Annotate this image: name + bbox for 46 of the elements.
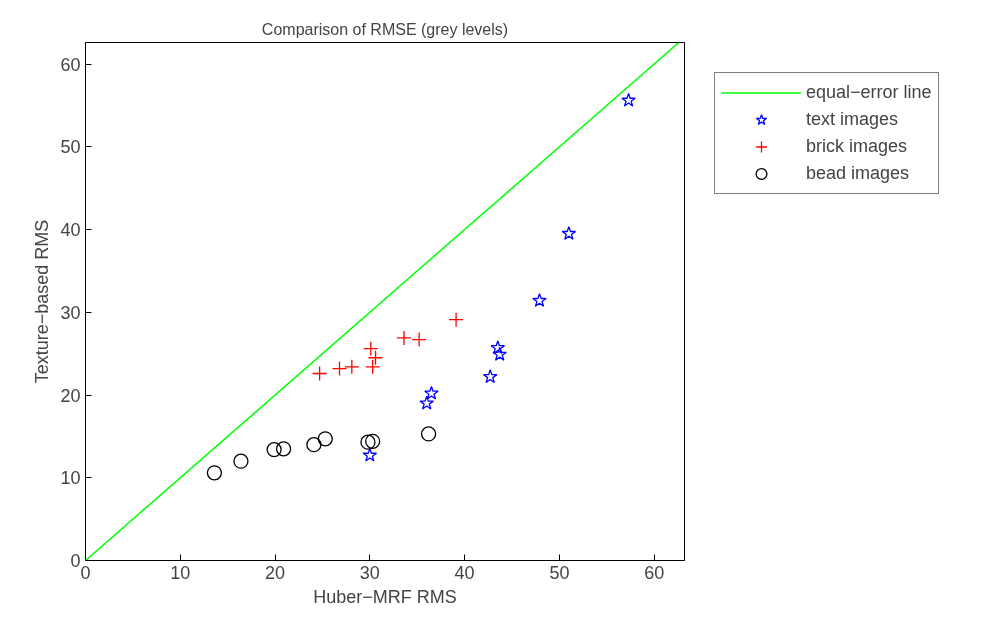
point xyxy=(448,312,464,328)
point xyxy=(419,395,435,410)
legend-label: bead images xyxy=(806,162,910,185)
x-tick-label: 40 xyxy=(454,562,475,583)
point xyxy=(362,447,378,462)
point xyxy=(396,330,412,346)
point xyxy=(367,350,384,366)
x-axis-title: Huber−MRF RMS xyxy=(313,586,457,607)
legend-label: equal−error line xyxy=(806,81,932,104)
point xyxy=(233,453,249,469)
y-tick-label: 20 xyxy=(60,385,81,406)
point xyxy=(490,340,506,355)
legend-label: text images xyxy=(806,108,899,131)
y-tick-label: 50 xyxy=(60,137,81,158)
point xyxy=(306,437,322,453)
point xyxy=(206,465,223,481)
point xyxy=(561,226,577,240)
point xyxy=(365,433,381,449)
point xyxy=(420,426,437,442)
point xyxy=(424,385,439,400)
chart-title: Comparison of RMSE (grey levels) xyxy=(261,20,509,38)
y-tick-label: 60 xyxy=(60,54,81,75)
point xyxy=(411,331,427,348)
point xyxy=(266,441,282,458)
point xyxy=(363,341,379,357)
point xyxy=(275,441,292,457)
x-tick-label: 30 xyxy=(359,562,380,583)
point xyxy=(311,365,328,382)
y-tick-label: 30 xyxy=(60,302,81,323)
y-tick-label: 40 xyxy=(60,220,81,241)
point xyxy=(482,369,498,384)
y-axis-title: Texture−based RMS xyxy=(32,219,53,384)
x-tick-label: 10 xyxy=(170,562,191,583)
legend-label: brick images xyxy=(806,135,908,158)
point xyxy=(532,293,547,307)
point xyxy=(621,92,636,107)
x-tick-label: 60 xyxy=(644,562,665,583)
point xyxy=(360,434,376,450)
point xyxy=(344,359,360,375)
point xyxy=(492,346,507,361)
point xyxy=(331,360,348,377)
y-tick-label: 10 xyxy=(60,468,81,489)
point xyxy=(365,359,381,375)
x-tick-label: 20 xyxy=(265,562,286,583)
x-tick-label: 50 xyxy=(549,562,570,583)
point xyxy=(317,431,333,447)
